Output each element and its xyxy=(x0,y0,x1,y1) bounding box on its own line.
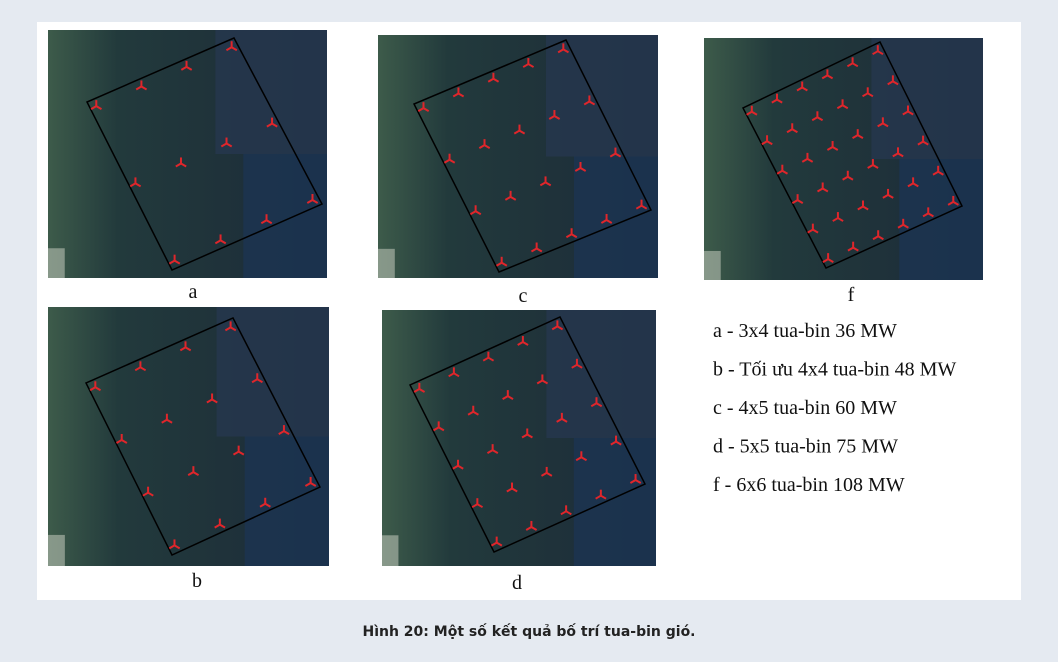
sea-tile xyxy=(243,154,327,278)
panel-label: c xyxy=(519,285,528,307)
legend-item: f - 6x6 tua-bin 108 MW xyxy=(713,474,905,496)
panel-label: d xyxy=(512,572,522,594)
beach xyxy=(48,535,65,566)
map-image xyxy=(704,38,983,280)
page: Hình 20: Một số kết quả bố trí tua-bin g… xyxy=(0,0,1058,662)
map-image xyxy=(382,310,656,566)
panel-label: b xyxy=(192,570,202,592)
panel-label: f xyxy=(848,284,855,306)
sea-tile xyxy=(899,159,983,280)
sea-tile xyxy=(245,437,329,567)
sea-tile xyxy=(546,35,658,157)
legend-item: a - 3x4 tua-bin 36 MW xyxy=(713,320,897,342)
map-image xyxy=(48,307,329,566)
map-image xyxy=(378,35,658,278)
legend-item: d - 5x5 tua-bin 75 MW xyxy=(713,436,898,458)
sea-tile xyxy=(574,157,658,279)
beach xyxy=(382,535,398,566)
legend-item: b - Tối ưu 4x4 tua-bin 48 MW xyxy=(713,359,956,381)
panel-label: a xyxy=(189,281,198,303)
sea-tile xyxy=(574,438,656,566)
sea-tile xyxy=(217,307,329,437)
beach xyxy=(378,249,395,278)
caption: Hình 20: Một số kết quả bố trí tua-bin g… xyxy=(362,623,695,640)
legend-item: c - 4x5 tua-bin 60 MW xyxy=(713,397,897,419)
beach xyxy=(48,248,65,278)
beach xyxy=(704,251,721,280)
sea-tile xyxy=(871,38,983,159)
map-image xyxy=(48,30,327,278)
figure: Hình 20: Một số kết quả bố trí tua-bin g… xyxy=(0,0,1058,662)
